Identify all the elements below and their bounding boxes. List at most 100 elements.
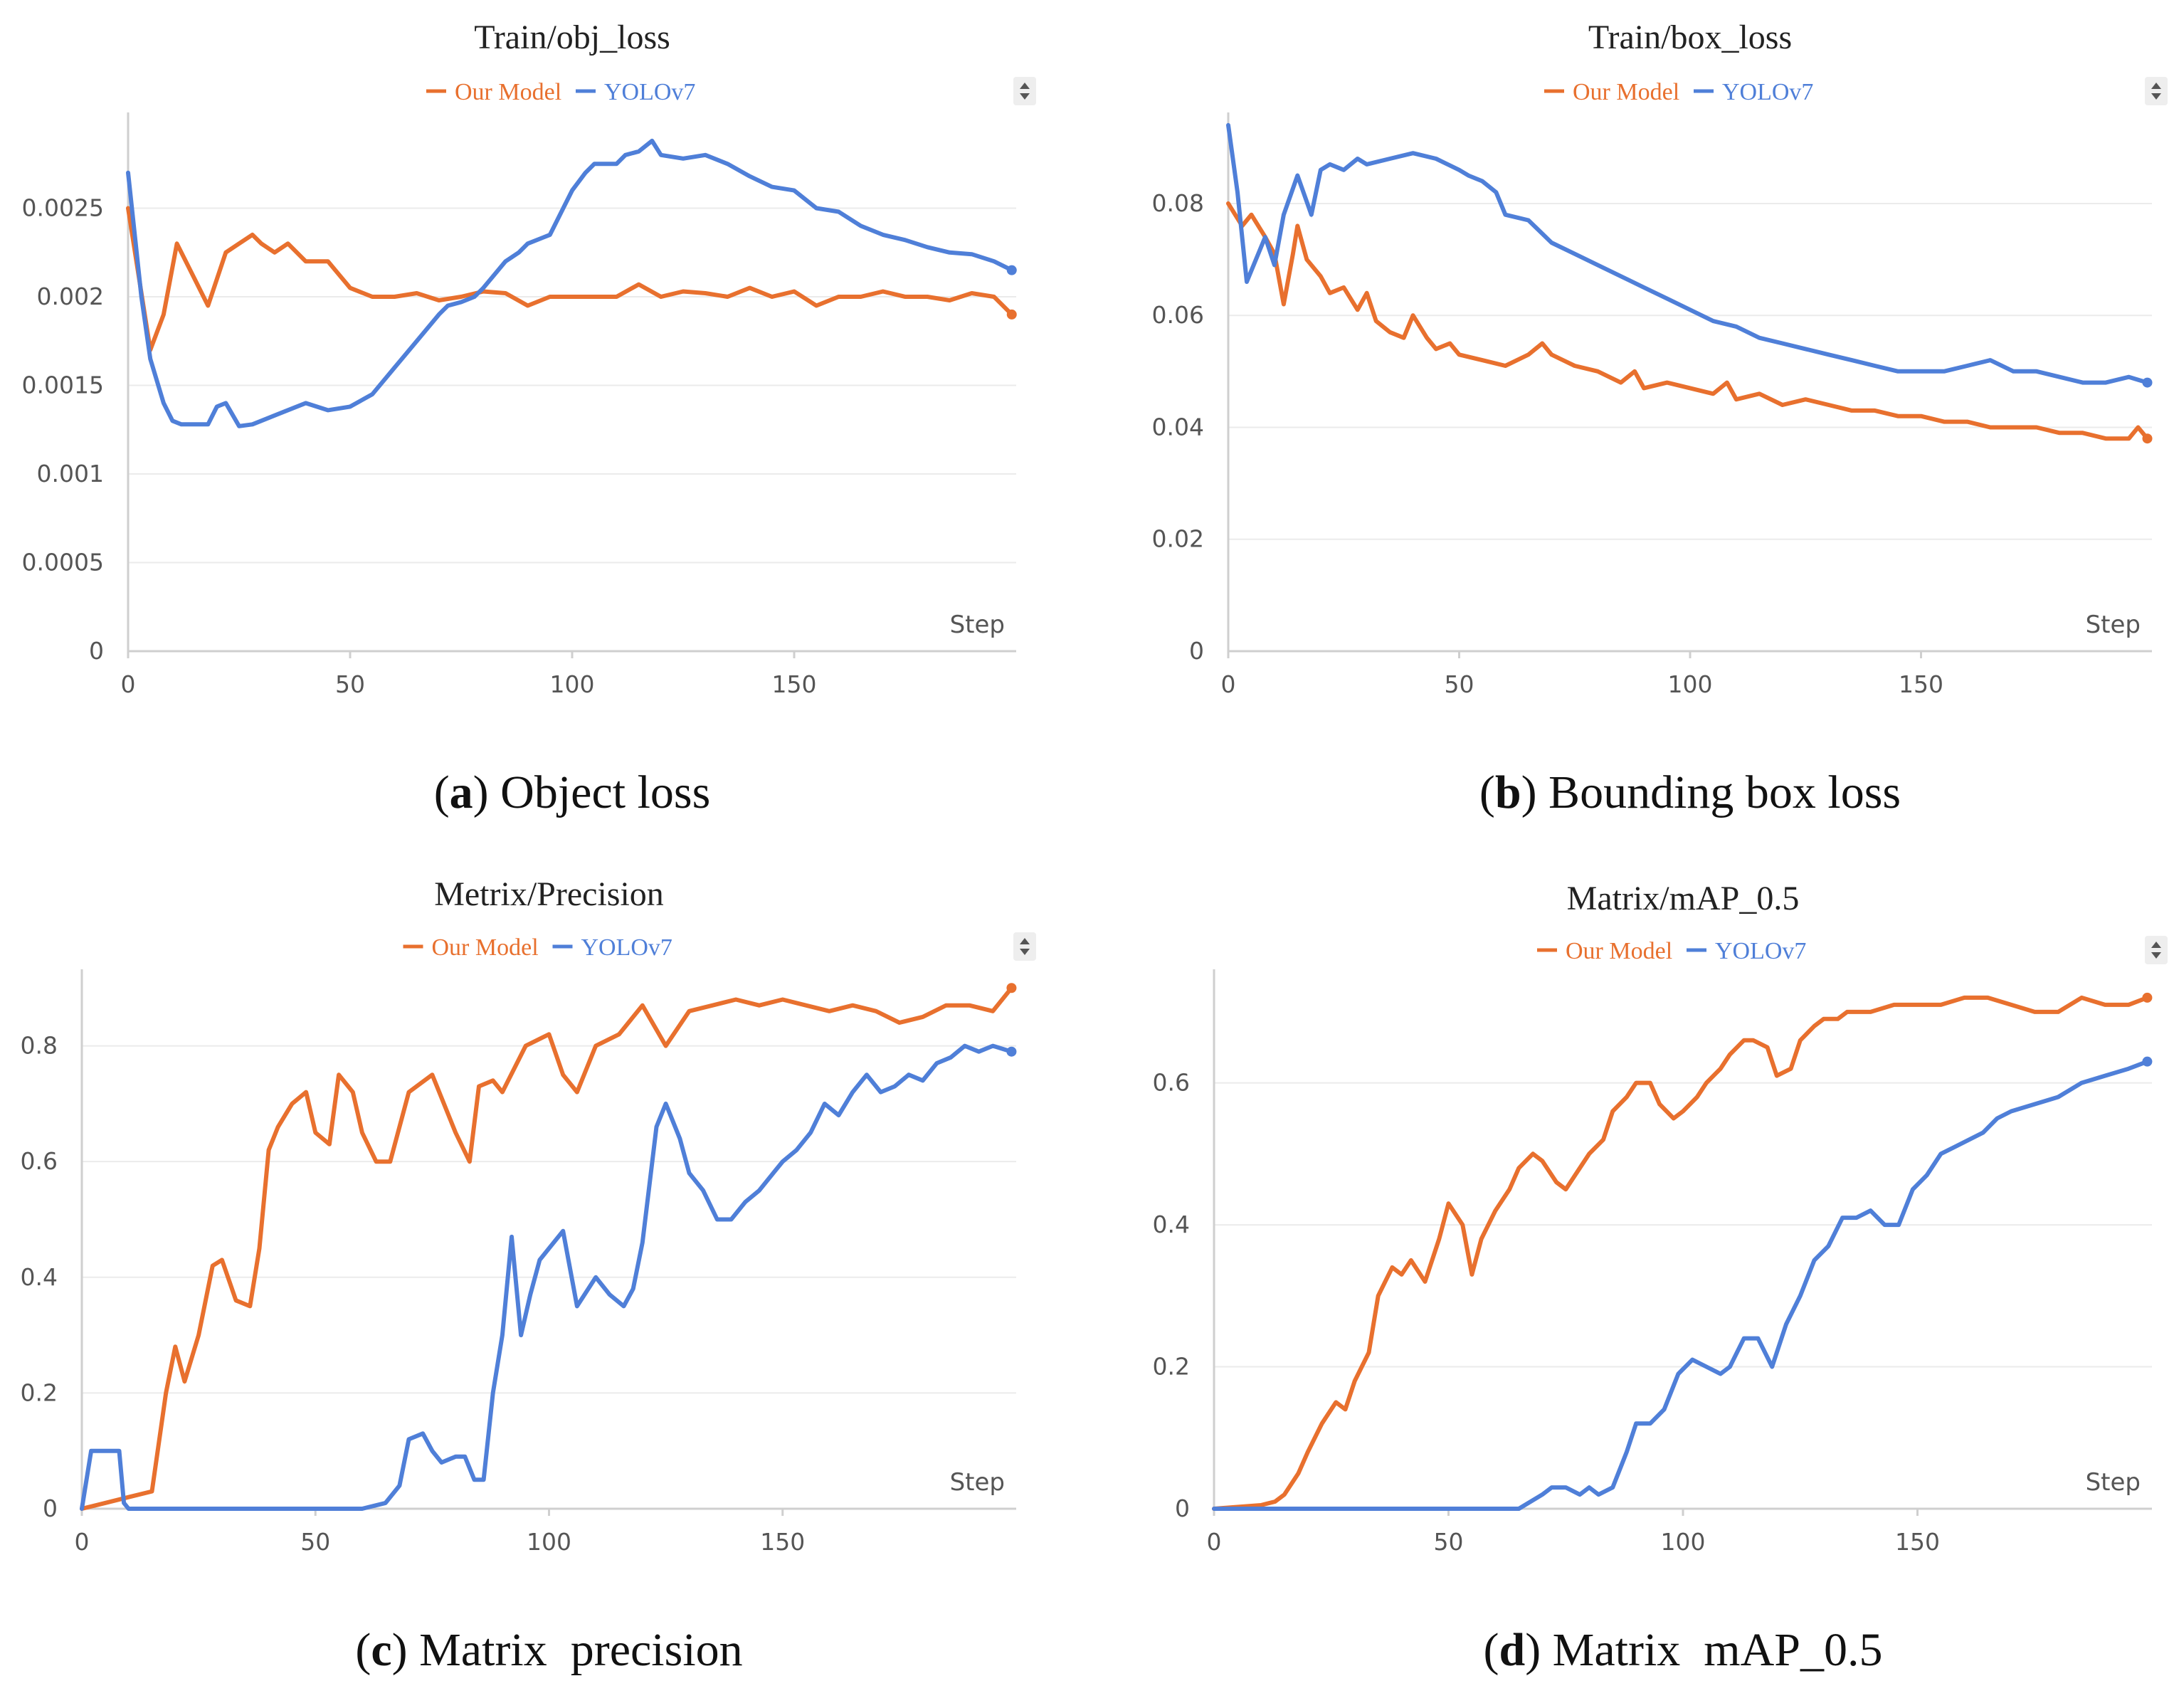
legend-label-yolov7: YOLOv7 <box>581 934 672 961</box>
y-tick-label: 0.6 <box>21 1147 58 1175</box>
legend-scroll-control[interactable] <box>2145 936 2168 964</box>
y-tick-label: 0.001 <box>37 460 104 487</box>
y-tick-label: 0.04 <box>1152 413 1204 441</box>
chevron-up-icon[interactable] <box>2151 83 2161 89</box>
x-axis-label: Step <box>2086 611 2141 639</box>
chevron-down-icon[interactable] <box>1020 949 1030 955</box>
x-tick-label: 150 <box>1895 1528 1940 1556</box>
legend-scroll-box[interactable] <box>1013 77 1036 105</box>
chart-legend: Our Model YOLOv7 <box>403 934 672 961</box>
series-line-yolov7 <box>1226 122 2150 385</box>
chart-panel-b: Train/box_loss Our Model YOLOv7 0 0.02 0.04 0.… <box>1152 19 2168 818</box>
legend-scroll-box[interactable] <box>2145 77 2168 105</box>
chart-legend: Our Model YOLOv7 <box>426 79 695 105</box>
y-tick-label: 0.08 <box>1152 189 1204 217</box>
caption-letter: b <box>1495 766 1521 818</box>
series-end-point-yolov7 <box>2142 1056 2153 1067</box>
chevron-down-icon[interactable] <box>2151 952 2161 959</box>
series-line-our-model <box>1226 201 2150 441</box>
y-tick-label: 0.002 <box>37 283 104 310</box>
chart-panel-c: Metrix/Precision Our Model YOLOv7 0 0.2 0.4 0.… <box>21 875 1036 1676</box>
series-line-our-model <box>80 986 1014 1511</box>
legend-label-our-model: Our Model <box>432 934 539 961</box>
chart-caption: (d) Matrix mAP_0.5 <box>1483 1624 1882 1676</box>
chart-caption: (c) Matrix precision <box>355 1624 742 1676</box>
series-end-point-our-model <box>1006 983 1017 993</box>
legend-label-our-model: Our Model <box>1566 938 1672 964</box>
caption-text: Matrix precision <box>419 1624 743 1676</box>
chevron-down-icon[interactable] <box>1020 93 1030 100</box>
series-end-point-yolov7 <box>1006 265 1017 275</box>
chart-title: Train/box_loss <box>1588 19 1792 56</box>
chevron-down-icon[interactable] <box>2151 93 2161 100</box>
chevron-up-icon[interactable] <box>1020 83 1030 89</box>
x-tick-label: 50 <box>1434 1528 1464 1556</box>
x-tick-label: 150 <box>772 670 817 698</box>
x-tick-label: 0 <box>75 1528 90 1556</box>
legend-label-our-model: Our Model <box>455 79 561 105</box>
y-tick-label: 0.4 <box>1153 1211 1190 1238</box>
chart-caption: (a) Object loss <box>434 766 711 818</box>
y-tick-label: 0.0015 <box>22 371 104 399</box>
y-tick-label: 0.0005 <box>22 549 104 576</box>
x-tick-label: 0 <box>1221 670 1236 698</box>
y-tick-label: 0.06 <box>1152 301 1204 329</box>
legend-label-yolov7: YOLOv7 <box>1715 938 1806 964</box>
x-tick-label: 100 <box>1668 670 1713 698</box>
y-tick-label: 0 <box>1175 1494 1190 1522</box>
series-raw-line-our-model <box>1227 203 2148 440</box>
y-tick-label: 0 <box>89 637 104 665</box>
legend-scroll-control[interactable] <box>1013 932 1036 961</box>
legend-label-yolov7: YOLOv7 <box>604 79 695 105</box>
x-tick-label: 100 <box>1661 1528 1706 1556</box>
y-tick-label: 0.02 <box>1152 525 1204 553</box>
series-raw-line-our-model <box>127 208 1013 354</box>
series-line-our-model <box>126 206 1014 352</box>
series-end-point-yolov7 <box>1006 1046 1017 1057</box>
legend-label-yolov7: YOLOv7 <box>1722 79 1813 105</box>
x-tick-label: 100 <box>527 1528 571 1556</box>
caption-letter: a <box>450 766 473 818</box>
series-end-point-yolov7 <box>2142 377 2153 388</box>
series-end-point-our-model <box>2142 433 2153 444</box>
x-tick-label: 150 <box>1899 670 1943 698</box>
series-line-yolov7 <box>1212 1059 2150 1511</box>
y-tick-label: 0.2 <box>21 1378 58 1406</box>
y-tick-label: 0.6 <box>1153 1069 1190 1097</box>
series-line-yolov7 <box>80 1043 1014 1511</box>
caption-text: Object loss <box>500 766 710 818</box>
y-tick-label: 0.8 <box>21 1032 58 1060</box>
caption-letter: c <box>371 1624 391 1676</box>
series-raw-line-yolov7 <box>1214 1060 2148 1510</box>
caption-letter: d <box>1499 1624 1525 1676</box>
x-tick-label: 0 <box>1207 1528 1222 1556</box>
x-tick-label: 50 <box>1445 670 1474 698</box>
chart-title: Matrix/mAP_0.5 <box>1567 880 1800 917</box>
chart-legend: Our Model YOLOv7 <box>1537 938 1806 964</box>
chart-panel-a: Train/obj_loss Our Model YOLOv7 0 0.0005 0.00… <box>22 19 1036 818</box>
chart-title: Metrix/Precision <box>434 875 664 913</box>
legend-scroll-control[interactable] <box>1013 77 1036 105</box>
chart-title: Train/obj_loss <box>474 19 670 56</box>
legend-scroll-control[interactable] <box>2145 77 2168 105</box>
y-tick-label: 0 <box>1189 637 1204 665</box>
y-tick-label: 0.2 <box>1153 1353 1190 1381</box>
chevron-up-icon[interactable] <box>2151 942 2161 948</box>
legend-scroll-box[interactable] <box>1013 932 1036 961</box>
x-axis-label: Step <box>2086 1468 2141 1497</box>
legend-label-our-model: Our Model <box>1573 79 1679 105</box>
chevron-up-icon[interactable] <box>1020 938 1030 944</box>
legend-scroll-box[interactable] <box>2145 936 2168 964</box>
series-raw-line-our-model <box>1213 996 2148 1510</box>
x-tick-label: 100 <box>550 670 595 698</box>
x-tick-label: 0 <box>121 670 136 698</box>
y-tick-label: 0.4 <box>21 1263 58 1291</box>
chart-panel-d: Matrix/mAP_0.5 Our Model YOLOv7 0 0.2 0.4 0.6 0… <box>1153 880 2168 1676</box>
x-tick-label: 50 <box>300 1528 330 1556</box>
chart-caption: (b) Bounding box loss <box>1479 766 1901 818</box>
caption-text: Matrix mAP_0.5 <box>1553 1624 1883 1676</box>
caption-text: Bounding box loss <box>1548 766 1901 818</box>
series-raw-line-yolov7 <box>127 139 1013 428</box>
